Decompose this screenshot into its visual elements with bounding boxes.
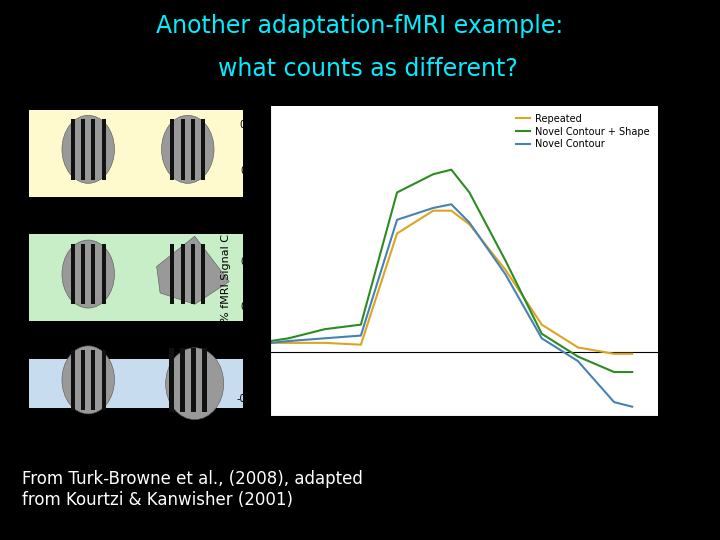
- Novel Contour: [465, 219, 474, 226]
- Bar: [71, 350, 75, 410]
- Repeated: [574, 344, 582, 350]
- Text: Novel Contour: Novel Contour: [32, 338, 97, 347]
- Novel Contour + Shape: [392, 189, 401, 195]
- Text: what counts as different?: what counts as different?: [202, 57, 518, 80]
- Repeated: [537, 321, 546, 328]
- Bar: [180, 348, 184, 412]
- Bar: [81, 119, 85, 179]
- Repeated: [447, 207, 456, 214]
- Line: Novel Contour + Shape: Novel Contour + Shape: [271, 170, 632, 372]
- Repeated: [465, 221, 474, 227]
- Bar: [170, 244, 174, 305]
- Line: Repeated: Repeated: [271, 211, 632, 354]
- Repeated: [356, 341, 365, 348]
- Ellipse shape: [62, 116, 114, 184]
- Repeated: [610, 350, 618, 357]
- Polygon shape: [157, 237, 229, 305]
- Text: Novel Contour + Shape: Novel Contour + Shape: [32, 213, 138, 222]
- Novel Contour: [501, 271, 510, 278]
- Novel Contour + Shape: [320, 326, 329, 333]
- Novel Contour + Shape: [537, 330, 546, 337]
- Text: Lateral Occipital Complex: Lateral Occipital Complex: [271, 89, 423, 102]
- Novel Contour + Shape: [356, 321, 365, 328]
- Ellipse shape: [62, 240, 114, 308]
- Novel Contour: [537, 335, 546, 342]
- Bar: [29, 234, 243, 321]
- Bar: [29, 359, 243, 408]
- Novel Contour: [320, 335, 329, 342]
- Novel Contour + Shape: [266, 338, 275, 345]
- Ellipse shape: [166, 348, 224, 420]
- Text: B: B: [260, 79, 268, 90]
- Novel Contour + Shape: [501, 258, 510, 264]
- Novel Contour + Shape: [574, 353, 582, 360]
- Novel Contour: [628, 403, 636, 410]
- Text: Time: Time: [35, 441, 58, 449]
- Bar: [181, 244, 184, 305]
- Novel Contour + Shape: [628, 369, 636, 375]
- Bar: [170, 119, 174, 179]
- Novel Contour + Shape: [429, 171, 438, 178]
- Bar: [102, 244, 106, 305]
- Repeated: [429, 207, 438, 214]
- Text: From Turk-Browne et al., (2008), adapted
from Kourtzi & Kanwisher (2001): From Turk-Browne et al., (2008), adapted…: [22, 470, 362, 509]
- Repeated: [501, 267, 510, 273]
- Novel Contour + Shape: [610, 369, 618, 375]
- Bar: [102, 350, 106, 410]
- Bar: [71, 119, 75, 179]
- Novel Contour: [574, 358, 582, 365]
- Text: Another adaptation-fMRI example:: Another adaptation-fMRI example:: [156, 14, 564, 37]
- Bar: [81, 244, 85, 305]
- Bar: [191, 348, 196, 412]
- Repeated: [266, 340, 275, 346]
- Bar: [91, 350, 96, 410]
- Legend: Repeated, Novel Contour + Shape, Novel Contour: Repeated, Novel Contour + Shape, Novel C…: [513, 111, 652, 152]
- Novel Contour: [356, 332, 365, 339]
- Repeated: [392, 230, 401, 237]
- Novel Contour: [266, 340, 275, 346]
- Bar: [81, 350, 85, 410]
- Bar: [29, 110, 243, 197]
- Ellipse shape: [161, 116, 214, 184]
- Novel Contour: [284, 338, 293, 345]
- Novel Contour: [392, 217, 401, 223]
- Repeated: [320, 340, 329, 346]
- Bar: [71, 244, 75, 305]
- Novel Contour: [447, 201, 456, 207]
- X-axis label: Time (s): Time (s): [441, 441, 487, 450]
- Bar: [202, 119, 205, 179]
- Line: Novel Contour: Novel Contour: [271, 204, 632, 407]
- Bar: [191, 119, 195, 179]
- Bar: [91, 244, 96, 305]
- Text: Repeated: Repeated: [32, 89, 76, 98]
- Y-axis label: % fMRI Signal Change: % fMRI Signal Change: [221, 199, 231, 322]
- Bar: [181, 119, 184, 179]
- Novel Contour + Shape: [447, 166, 456, 173]
- Novel Contour: [610, 399, 618, 406]
- Bar: [168, 348, 174, 412]
- Novel Contour: [429, 205, 438, 211]
- Bar: [202, 244, 205, 305]
- Repeated: [284, 340, 293, 346]
- Text: A: A: [25, 79, 32, 90]
- Novel Contour + Shape: [465, 189, 474, 195]
- Novel Contour + Shape: [284, 335, 293, 342]
- Bar: [91, 119, 96, 179]
- Ellipse shape: [62, 346, 114, 414]
- Bar: [191, 244, 195, 305]
- Bar: [202, 348, 207, 412]
- Repeated: [628, 350, 636, 357]
- Bar: [102, 119, 106, 179]
